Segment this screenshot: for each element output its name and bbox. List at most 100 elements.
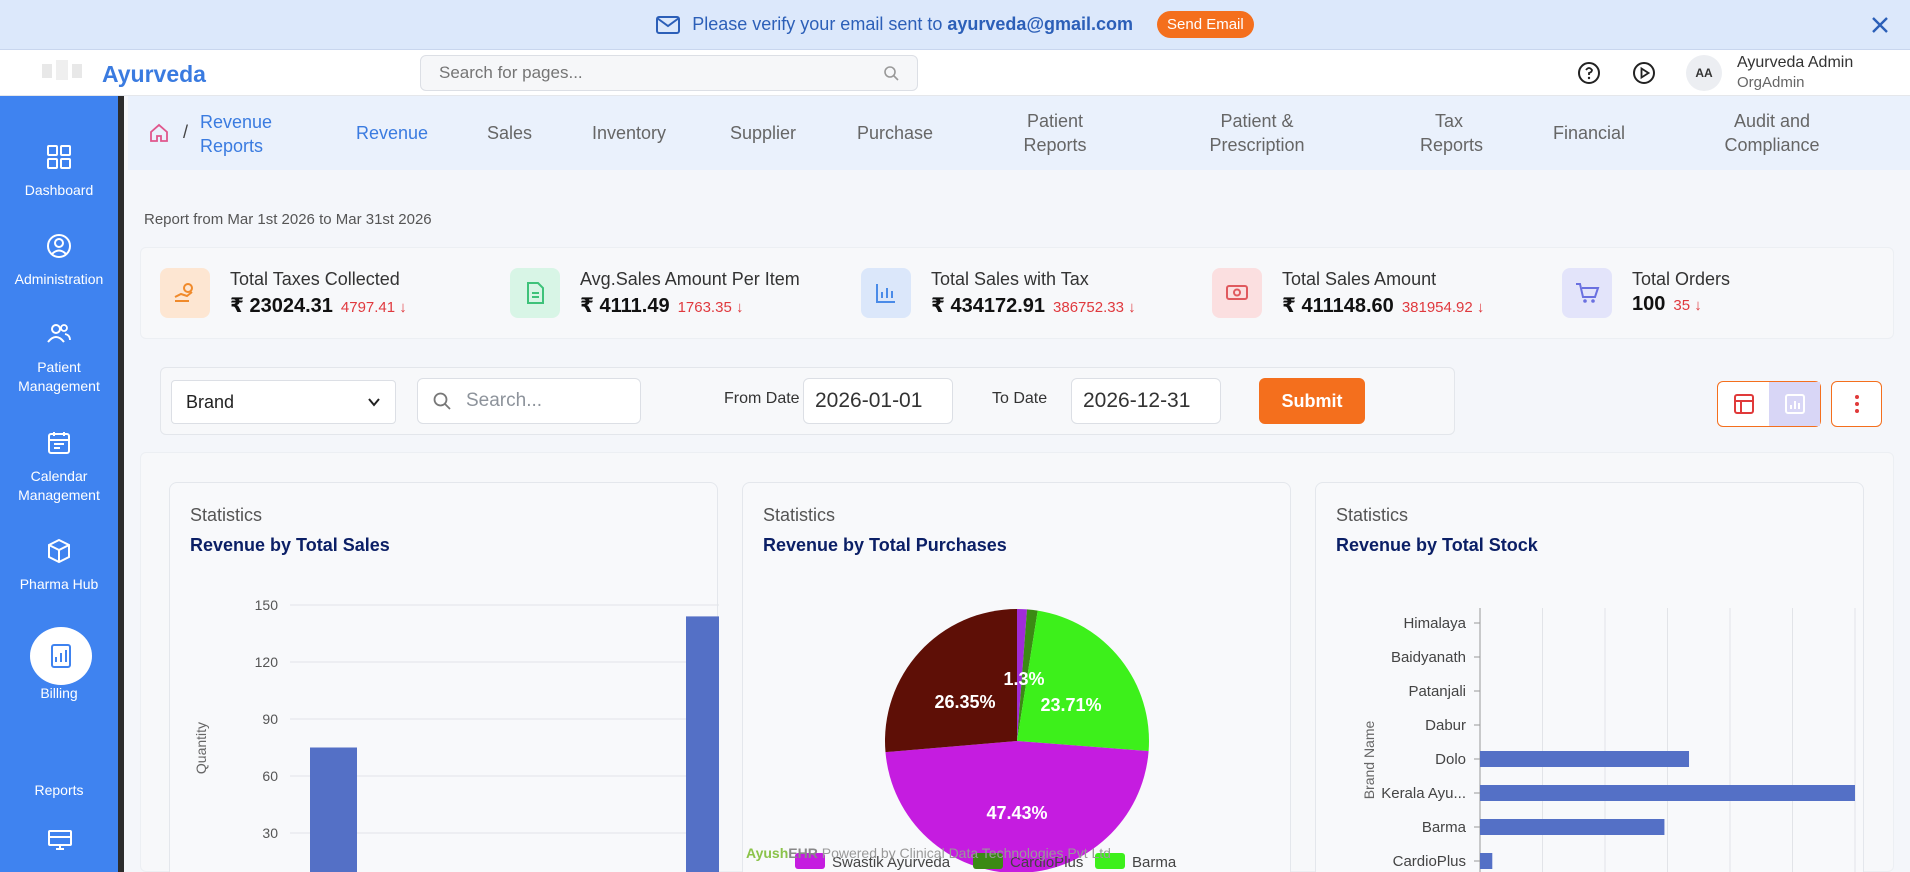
stat-icon-bg <box>160 268 210 318</box>
legend-label: Swastik Ayurveda <box>832 854 951 871</box>
logo-icon <box>42 60 82 80</box>
more-vertical-icon <box>1854 395 1859 413</box>
purchases-pie-chart: 47.43% 1.3% 23.71% 26.35% Swastik Ayurveda Ca… <box>795 609 1177 872</box>
stat-label: Total Sales Amount <box>1282 269 1437 289</box>
sidebar-item-calendar-management[interactable]: Calendar Management <box>0 429 118 505</box>
card-title: Revenue by Total Stock <box>1336 535 1538 555</box>
bar-chart-icon <box>876 284 895 303</box>
cash-icon <box>1226 285 1248 300</box>
verify-email-address: ayurveda@gmail.com <box>947 14 1134 34</box>
stat-label: Total Sales with Tax <box>931 269 1089 289</box>
stat-value: ₹ 4111.49 1763.35 ↓ <box>580 295 744 317</box>
y-tick-label: 30 <box>262 825 278 841</box>
search-icon <box>884 66 899 81</box>
dashboard-icon <box>47 145 71 169</box>
page-search-input[interactable] <box>439 63 883 83</box>
stat-value: ₹ 411148.60 381954.92 ↓ <box>1282 295 1485 317</box>
sidebar-item-dashboard[interactable]: Dashboard <box>0 143 118 200</box>
y-tick-label: 90 <box>262 711 278 727</box>
submit-button[interactable]: Submit <box>1259 378 1365 424</box>
calendar-icon <box>48 432 70 454</box>
slice-label: 23.71% <box>1040 695 1101 715</box>
sidebar-item-label: Administration <box>14 271 104 287</box>
slice-label: 47.43% <box>986 803 1047 823</box>
page-search[interactable] <box>420 55 918 91</box>
bar <box>1480 853 1493 869</box>
stat-delta: 381954.92 ↓ <box>1401 299 1485 316</box>
stat-icon-bg <box>861 268 911 318</box>
sidebar-item-label: Reports <box>34 782 84 798</box>
card-title: Revenue by Total Purchases <box>763 535 1007 555</box>
sidebar-item-label: Calendar Management <box>18 468 100 503</box>
sales-bar-chart: 150 120 90 60 30 Quantity <box>193 597 719 872</box>
filter-search[interactable]: Search... <box>417 378 641 424</box>
play-icon[interactable] <box>1631 60 1657 86</box>
from-date-label: From Date <box>724 390 800 407</box>
user-name: Ayurveda Admin <box>1737 54 1854 71</box>
category-label: Kerala Ayu... <box>1381 785 1466 802</box>
table-icon <box>1733 394 1754 414</box>
stat-label: Total Taxes Collected <box>230 269 400 289</box>
pie-slice <box>1017 610 1149 752</box>
tab-patient-prescription[interactable]: Patient & Prescription <box>1209 111 1305 155</box>
category-label: Patanjali <box>1408 683 1466 700</box>
stock-bar-chart: Himalaya Baidyanath Patanjali Dabur Dolo Kera… <box>1361 608 1856 872</box>
group-by-select[interactable]: Brand <box>171 380 396 424</box>
to-date-input[interactable]: 2026-12-31 <box>1071 378 1221 424</box>
sidebar-item-reports[interactable]: Reports <box>0 781 118 800</box>
group-by-value: Brand <box>186 391 235 412</box>
view-toggle <box>1717 381 1821 427</box>
help-chat-icon[interactable] <box>1576 60 1602 86</box>
tab-purchase[interactable]: Purchase <box>857 123 934 143</box>
home-icon[interactable] <box>148 122 170 144</box>
monitor-icon[interactable] <box>46 826 74 854</box>
more-options-button[interactable] <box>1831 381 1882 427</box>
sidebar-item-label: Pharma Hub <box>19 576 99 592</box>
filter-search-placeholder[interactable]: Search... <box>466 390 543 411</box>
report-date-range: Report from Mar 1st 2026 to Mar 31st 202… <box>144 211 432 228</box>
stat-icon-bg <box>1212 268 1262 318</box>
tab-revenue[interactable]: Revenue <box>356 123 429 143</box>
avatar[interactable]: AA <box>1686 55 1722 91</box>
sidebar-item-label: Billing <box>40 685 78 701</box>
user-circle-icon <box>47 234 71 258</box>
card-stock: Statistics Revenue by Total Stock Himala… <box>1315 482 1864 872</box>
tab-financial[interactable]: Financial <box>1553 123 1626 143</box>
legend-swatch <box>973 853 1003 869</box>
card-subtitle: Statistics <box>1336 505 1409 525</box>
tab-patient-reports[interactable]: Patient Reports <box>1023 111 1087 155</box>
tab-tax-reports[interactable]: Tax Reports <box>1420 111 1484 155</box>
category-label: Barma <box>1422 819 1467 836</box>
breadcrumb[interactable]: Revenue Reports <box>200 112 273 156</box>
stat-icon-bg <box>1562 268 1612 318</box>
tab-sales[interactable]: Sales <box>487 123 533 143</box>
reports-active-indicator[interactable] <box>30 627 92 685</box>
chart-icon <box>1784 394 1805 414</box>
tab-supplier[interactable]: Supplier <box>730 123 797 143</box>
y-tick-label: 150 <box>255 597 279 613</box>
send-email-button[interactable]: Send Email <box>1157 11 1254 38</box>
stat-icon-bg <box>510 268 560 318</box>
legend-label: Barma <box>1132 854 1177 871</box>
tab-audit-compliance[interactable]: Audit and Compliance <box>1724 111 1820 155</box>
chevron-down-icon <box>368 398 380 407</box>
category-label: CardioPlus <box>1393 853 1466 870</box>
from-date-input[interactable]: 2026-01-01 <box>803 378 953 424</box>
report-tab-bar <box>128 96 1910 170</box>
legend-swatch <box>1095 853 1125 869</box>
table-view-button[interactable] <box>1718 382 1769 426</box>
bar <box>310 747 357 872</box>
close-icon[interactable] <box>1868 13 1892 37</box>
verify-email-banner: Please verify your email sent to ayurved… <box>0 0 1910 50</box>
to-date-label: To Date <box>992 390 1048 407</box>
stat-delta: 4797.41 ↓ <box>340 299 407 316</box>
bar <box>686 616 719 872</box>
chart-view-button[interactable] <box>1769 382 1820 426</box>
stat-delta: 35 ↓ <box>1673 297 1702 314</box>
sidebar-item-pharma-hub[interactable]: Pharma Hub <box>0 537 118 594</box>
card-sales: Statistics Revenue by Total Sales 150 120… <box>169 482 719 872</box>
breadcrumb-separator: / <box>183 122 189 142</box>
tab-inventory[interactable]: Inventory <box>592 123 667 143</box>
sidebar-item-administration[interactable]: Administration <box>0 232 118 289</box>
sidebar-item-patient-management[interactable]: Patient Management <box>0 320 118 396</box>
